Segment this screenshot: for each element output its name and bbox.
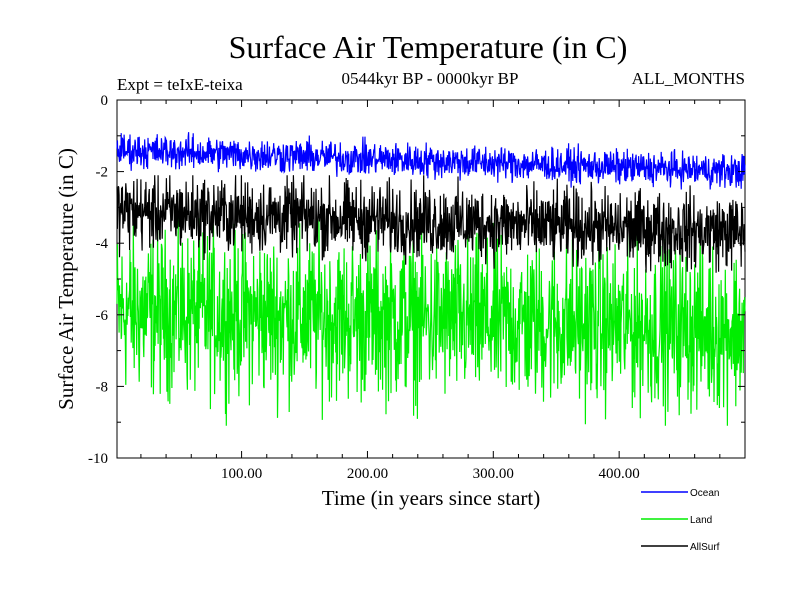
chart-title: Surface Air Temperature (in C) (229, 29, 628, 65)
y-tick-label: -10 (88, 451, 108, 467)
x-tick-label: 100.00 (221, 466, 262, 482)
ticks-layer: 100.00 200.00 300.00 400.00 0 -2 -4 -6 -8 -10 (88, 93, 745, 482)
x-tick-label: 300.00 (473, 466, 514, 482)
y-tick-label: -4 (96, 236, 109, 252)
legend-label-land: Land (690, 515, 712, 526)
legend-label-allsurf: AllSurf (690, 542, 720, 553)
legend-label-ocean: Ocean (690, 488, 719, 499)
x-tick-label: 400.00 (599, 466, 640, 482)
y-tick-label: -8 (96, 379, 109, 395)
y-tick-label: -2 (96, 165, 109, 181)
legend: Ocean Land AllSurf (641, 488, 720, 553)
x-tick-label: 200.00 (347, 466, 388, 482)
x-axis-label: Time (in years since start) (322, 486, 541, 510)
series-layer (116, 132, 746, 426)
series-line-allsurf (116, 175, 746, 273)
y-tick-label: 0 (101, 93, 109, 109)
period-label: 0544kyr BP - 0000kyr BP (342, 69, 519, 88)
series-line-land (116, 214, 746, 426)
months-label: ALL_MONTHS (632, 69, 745, 88)
experiment-label: Expt = teIxE-teixa (117, 75, 243, 94)
series-line-ocean (116, 132, 746, 190)
y-axis-label: Surface Air Temperature (in C) (54, 148, 78, 410)
y-tick-label: -6 (96, 308, 109, 324)
